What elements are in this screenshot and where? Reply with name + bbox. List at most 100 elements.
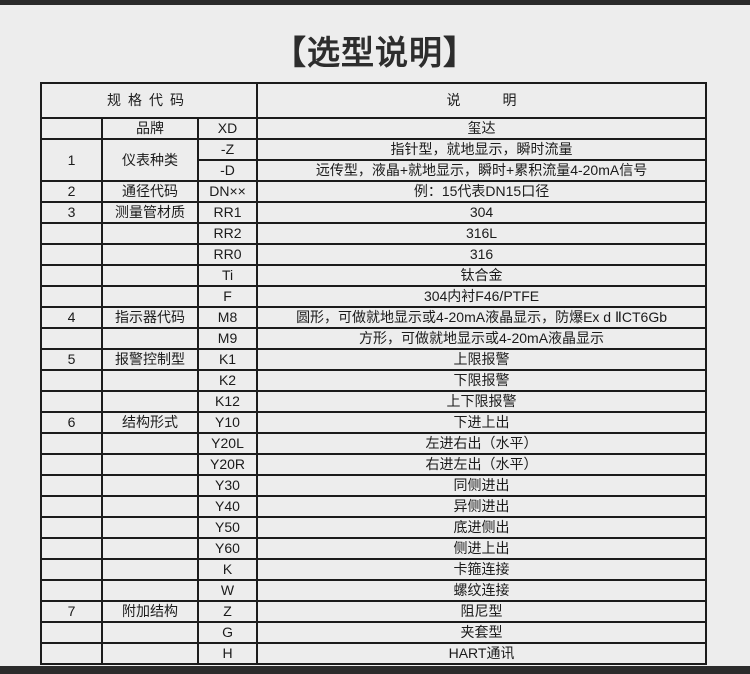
table-row: 3 测量管材质 RR1 304 — [40, 201, 708, 224]
category-cell — [101, 222, 199, 245]
description-cell: 圆形，可做就地显示或4-20mA液晶显示，防爆Ex d ⅡCT6Gb — [256, 306, 708, 329]
code-cell: K1 — [196, 348, 259, 371]
table-row: K12 上下限报警 — [40, 390, 708, 413]
code-cell: RR0 — [196, 243, 259, 266]
table-row: Y20R 右进左出（水平） — [40, 453, 708, 476]
table-row: K2 下限报警 — [40, 369, 708, 392]
row-number-cell — [40, 453, 103, 476]
code-cell: DN×× — [196, 180, 259, 203]
table-row: Y40 异侧进出 — [40, 495, 708, 518]
code-cell: XD — [196, 117, 259, 140]
row-number-cell: 3 — [40, 201, 103, 224]
code-cell: -D — [196, 159, 259, 182]
table-row: 4 指示器代码 M8 圆形，可做就地显示或4-20mA液晶显示，防爆Ex d ⅡCT6… — [40, 306, 708, 329]
table-row: 7 附加结构 Z 阻尼型 — [40, 600, 708, 623]
category-cell — [101, 474, 199, 497]
category-cell — [101, 390, 199, 413]
table-row: 6 结构形式 Y10 下进上出 — [40, 411, 708, 434]
category-cell: 报警控制型 — [101, 348, 199, 371]
category-cell — [101, 285, 199, 308]
table-row: H HART通讯 — [40, 642, 708, 665]
category-cell: 测量管材质 — [101, 201, 199, 224]
row-number-cell — [40, 369, 103, 392]
code-cell: Z — [196, 600, 259, 623]
page-title: 【选型说明】 — [273, 34, 477, 71]
code-cell: M8 — [196, 306, 259, 329]
table-row: 1 仪表种类 -Z 指针型，就地显示，瞬时流量 — [40, 138, 708, 182]
row-number-cell — [40, 390, 103, 413]
row-number-cell — [40, 579, 103, 602]
description-cell: 304内衬F46/PTFE — [256, 285, 708, 308]
table-row: M9 方形，可做就地显示或4-20mA液晶显示 — [40, 327, 708, 350]
category-cell — [101, 432, 199, 455]
category-cell: 通径代码 — [101, 180, 199, 203]
code-cell: K12 — [196, 390, 259, 413]
category-cell — [101, 369, 199, 392]
table-row: Ti 钛合金 — [40, 264, 708, 287]
description-cell: 指针型，就地显示，瞬时流量 — [256, 138, 708, 161]
table-row: Y20L 左进右出（水平） — [40, 432, 708, 455]
row-number-cell — [40, 495, 103, 518]
category-cell — [101, 537, 199, 560]
code-cell: H — [196, 642, 259, 665]
table-header-row: 规格代码 说 明 — [39, 82, 708, 119]
table-row: K 卡箍连接 — [40, 558, 708, 581]
code-cell: -Z — [196, 138, 259, 161]
table-row: Y60 侧进上出 — [40, 537, 708, 560]
code-cell: RR2 — [196, 222, 259, 245]
table-row: 2 通径代码 DN×× 例：15代表DN15口径 — [40, 180, 708, 203]
table-row: 5 报警控制型 K1 上限报警 — [40, 348, 708, 371]
bottom-edge-bar — [0, 666, 750, 674]
code-cell: RR1 — [196, 201, 259, 224]
table-row: Y30 同侧进出 — [40, 474, 708, 497]
description-cell: 上下限报警 — [256, 390, 708, 413]
row-number-cell: 4 — [40, 306, 103, 329]
description-cell: 远传型，液晶+就地显示，瞬时+累积流量4-20mA信号 — [256, 159, 708, 182]
category-cell — [101, 327, 199, 350]
description-cell: 侧进上出 — [256, 537, 708, 560]
row-number-cell: 1 — [40, 138, 103, 182]
header-description: 说 明 — [256, 82, 708, 119]
description-cell: 阻尼型 — [256, 600, 708, 623]
category-cell — [101, 243, 199, 266]
description-cell: 例：15代表DN15口径 — [256, 180, 708, 203]
description-cell: 玺达 — [256, 117, 708, 140]
category-cell — [101, 621, 199, 644]
row-number-cell — [40, 243, 103, 266]
category-cell — [101, 579, 199, 602]
code-cell: K2 — [196, 369, 259, 392]
row-number-cell — [40, 432, 103, 455]
description-cell: 钛合金 — [256, 264, 708, 287]
code-cell: Ti — [196, 264, 259, 287]
row-number-cell — [40, 558, 103, 581]
table-row: RR2 316L — [40, 222, 708, 245]
table-body: 品牌 XD 玺达 1 仪表种类 -Z 指针型，就地显示，瞬时流量 -D 远传型，液晶+就地显示，… — [40, 117, 708, 665]
category-cell — [101, 516, 199, 539]
table-row: 品牌 XD 玺达 — [40, 117, 708, 140]
top-edge-bar — [0, 0, 750, 5]
row-number-cell — [40, 222, 103, 245]
code-cell: Y30 — [196, 474, 259, 497]
code-cell: Y20L — [196, 432, 259, 455]
description-cell: HART通讯 — [256, 642, 708, 665]
description-cell: 底进侧出 — [256, 516, 708, 539]
row-number-cell — [40, 117, 103, 140]
code-cell: W — [196, 579, 259, 602]
code-cell: G — [196, 621, 259, 644]
row-number-cell — [40, 474, 103, 497]
table-row: G 夹套型 — [40, 621, 708, 644]
code-cell: Y40 — [196, 495, 259, 518]
category-cell — [101, 495, 199, 518]
code-cell: F — [196, 285, 259, 308]
table-row: -D 远传型，液晶+就地显示，瞬时+累积流量4-20mA信号 — [41, 159, 708, 182]
category-cell: 指示器代码 — [101, 306, 199, 329]
code-cell: M9 — [196, 327, 259, 350]
table-row: RR0 316 — [40, 243, 708, 266]
row-number-cell: 5 — [40, 348, 103, 371]
description-cell: 异侧进出 — [256, 495, 708, 518]
description-cell: 方形，可做就地显示或4-20mA液晶显示 — [256, 327, 708, 350]
row-number-cell — [40, 516, 103, 539]
code-cell: Y10 — [196, 411, 259, 434]
description-cell: 卡箍连接 — [256, 558, 708, 581]
row-number-cell: 7 — [40, 600, 103, 623]
